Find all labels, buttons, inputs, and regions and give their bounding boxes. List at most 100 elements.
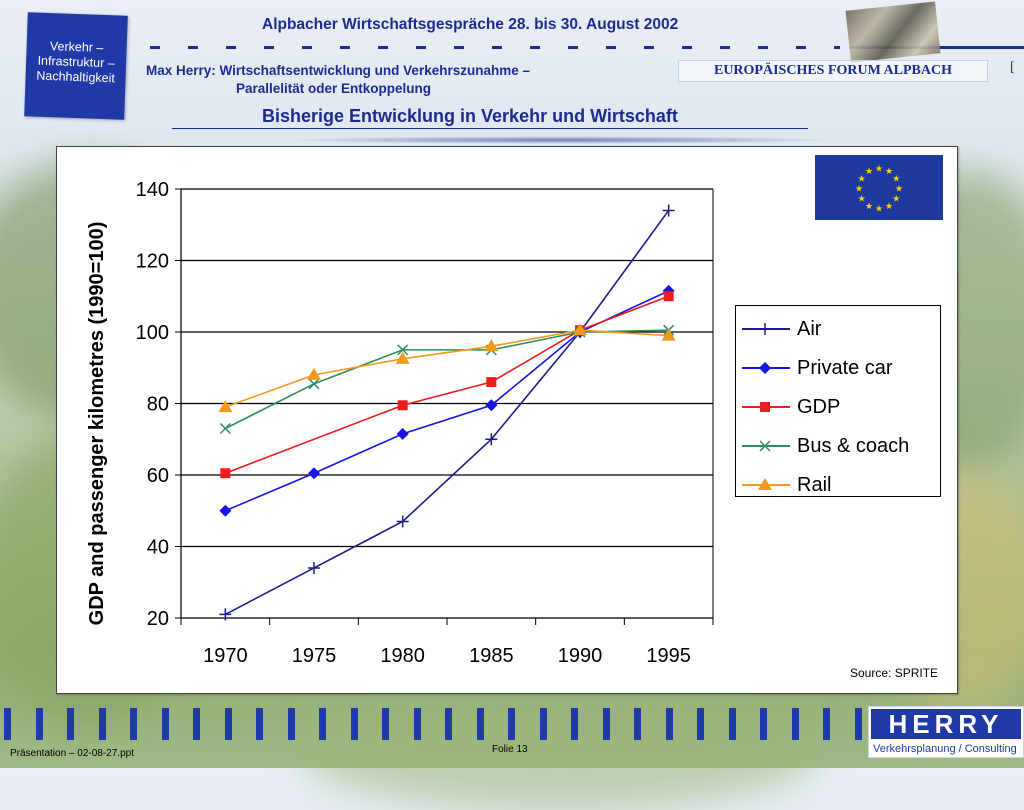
footer-bar bbox=[4, 708, 11, 740]
y-tick-label: 60 bbox=[147, 465, 169, 487]
heading-glow bbox=[280, 136, 840, 144]
legend-item: Private car bbox=[736, 353, 942, 383]
talk-title-line: Max Herry: Wirtschaftsentwicklung und Ve… bbox=[146, 63, 530, 78]
footer-file-label: Präsentation – 02-08-27.ppt bbox=[10, 748, 134, 759]
legend-marker-shape bbox=[759, 323, 771, 335]
talk-title-line: Parallelität oder Entkoppelung bbox=[236, 81, 432, 96]
eu-star-icon: ★ bbox=[855, 185, 863, 195]
series-bus-coach bbox=[219, 324, 675, 435]
y-tick-label: 80 bbox=[147, 394, 169, 416]
eu-star-icon: ★ bbox=[875, 165, 883, 175]
legend-marker-icon bbox=[758, 478, 772, 490]
series-line-air bbox=[224, 209, 670, 616]
series-line-bus-coach bbox=[224, 329, 669, 430]
data-point-air bbox=[485, 433, 498, 446]
footer-bar bbox=[728, 708, 736, 740]
x-tick-label: 1995 bbox=[646, 645, 691, 667]
legend-item: Air bbox=[736, 314, 942, 344]
eu-star-icon: ★ bbox=[858, 195, 866, 205]
header-dash-divider bbox=[150, 46, 840, 49]
heading-underline bbox=[172, 128, 808, 129]
footer-bar bbox=[67, 708, 74, 740]
footer-bar bbox=[476, 708, 484, 740]
data-point-private-car bbox=[219, 504, 232, 517]
forum-label: EUROPÄISCHES FORUM ALPBACH bbox=[678, 60, 988, 82]
data-point-gdp bbox=[397, 400, 408, 411]
footer-bar bbox=[508, 708, 515, 740]
y-tick-label: 100 bbox=[136, 322, 169, 344]
slide-heading: Bisherige Entwicklung in Verkehr und Wir… bbox=[262, 106, 678, 126]
y-axis-label: GDP and passenger kilometres (1990=100) bbox=[86, 222, 108, 626]
legend-marker-icon bbox=[759, 323, 771, 335]
talk-title: Max Herry: Wirtschaftsentwicklung und Ve… bbox=[146, 62, 530, 98]
footer-bar bbox=[350, 708, 358, 740]
data-point-gdp bbox=[663, 291, 674, 302]
footer-bar bbox=[382, 708, 389, 740]
eu-flag-icon: ★ ★★★★★★★★★★★ bbox=[815, 155, 943, 220]
footer-bar bbox=[854, 708, 862, 740]
data-point-private-car bbox=[485, 399, 498, 412]
data-point-bus-coach bbox=[308, 378, 320, 390]
data-point-air bbox=[308, 561, 320, 574]
footer-bar bbox=[224, 708, 232, 740]
legend-marker-shape bbox=[759, 362, 771, 374]
legend-item: GDP bbox=[736, 392, 942, 422]
data-point-rail bbox=[395, 351, 410, 364]
footer-bar bbox=[634, 708, 641, 740]
footer-bar bbox=[665, 708, 673, 740]
legend-label: Rail bbox=[797, 474, 832, 496]
x-tick-label: 1980 bbox=[380, 645, 425, 667]
x-tick-label: 1970 bbox=[203, 645, 248, 667]
footer-bar-strip bbox=[0, 708, 870, 740]
data-point-rail bbox=[573, 323, 587, 336]
footer-bar bbox=[98, 708, 106, 740]
topic-badge-line: Nachhaltigkeit bbox=[36, 68, 116, 86]
logo-tagline: Verkehrsplanung / Consulting bbox=[873, 743, 1017, 755]
footer-bar bbox=[319, 708, 326, 740]
herry-logo: HERRY Verkehrsplanung / Consulting bbox=[868, 706, 1024, 758]
eu-star-icon: ★ bbox=[858, 175, 866, 185]
footer-bar bbox=[539, 708, 547, 740]
data-point-rail bbox=[661, 328, 676, 341]
footer-bar bbox=[791, 708, 799, 740]
series-air bbox=[219, 204, 675, 621]
building-photo bbox=[845, 1, 941, 63]
eu-star-icon: ★ bbox=[885, 167, 893, 177]
line-chart: 20 40 60 80 100 120 140 1970 1975 1980 1985 1990 199… bbox=[86, 179, 714, 667]
eu-star-icon: ★ bbox=[875, 205, 883, 215]
series-line-rail bbox=[225, 329, 669, 408]
footer-bar bbox=[697, 708, 704, 740]
footer-bar bbox=[130, 708, 137, 740]
series-line-gdp bbox=[225, 295, 669, 474]
y-tick-label: 40 bbox=[147, 537, 169, 559]
footer-bar bbox=[445, 708, 452, 740]
eu-star-icon: ★ bbox=[885, 202, 893, 212]
footer-bar bbox=[161, 708, 169, 740]
topic-badge: Verkehr – Infrastruktur – Nachhaltigkeit bbox=[24, 12, 128, 120]
series-rail bbox=[218, 323, 676, 413]
x-tick-label: 1975 bbox=[292, 645, 337, 667]
data-point-rail bbox=[307, 367, 321, 380]
data-point-gdp bbox=[220, 468, 231, 479]
eu-star-icon: ★ bbox=[895, 185, 903, 195]
logo-wordmark: HERRY bbox=[871, 709, 1021, 739]
legend-label: Air bbox=[797, 318, 822, 340]
data-point-air bbox=[396, 515, 409, 528]
data-point-rail bbox=[484, 339, 499, 352]
footer-bar bbox=[35, 708, 43, 740]
legend-marker-icon bbox=[760, 402, 770, 412]
eu-star-icon: ★ bbox=[892, 195, 900, 205]
footer-bar bbox=[193, 708, 200, 740]
footer-bar bbox=[602, 708, 610, 740]
chart-legend: Air Private car GDP Bus & coach Rail bbox=[735, 305, 941, 497]
legend-marker-shape bbox=[758, 478, 772, 490]
data-point-bus-coach bbox=[219, 422, 231, 435]
legend-item: Bus & coach bbox=[736, 431, 942, 461]
footer-bar bbox=[256, 708, 263, 740]
data-point-private-car bbox=[662, 284, 675, 297]
y-tick-label: 120 bbox=[136, 251, 169, 273]
data-point-private-car bbox=[308, 467, 320, 480]
series-line-private-car bbox=[225, 290, 670, 512]
footer-slide-label: Folie 13 bbox=[492, 744, 528, 755]
footer-bar bbox=[413, 708, 421, 740]
